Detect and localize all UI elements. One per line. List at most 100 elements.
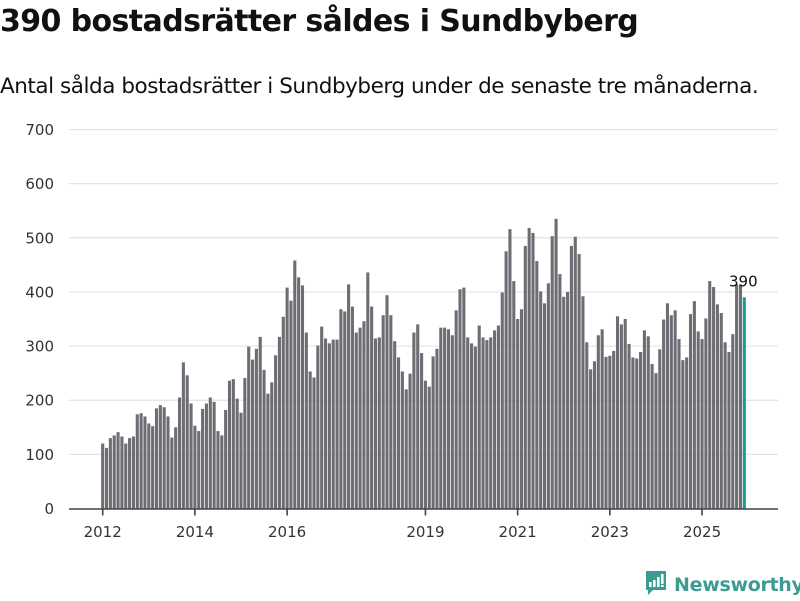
- bar: [339, 309, 343, 509]
- bar: [481, 337, 485, 509]
- bar: [154, 408, 159, 509]
- bar: [201, 408, 205, 509]
- bar: [685, 357, 689, 509]
- bar: [485, 340, 489, 509]
- bar: [535, 261, 539, 509]
- bar: [469, 343, 474, 509]
- x-tick-label: 2025: [683, 523, 721, 541]
- bar: [158, 405, 162, 509]
- bar: [116, 432, 120, 509]
- bar: [231, 379, 235, 509]
- bar: [493, 330, 497, 509]
- bar: [454, 310, 458, 509]
- bar: [589, 369, 593, 509]
- bar: [389, 315, 393, 509]
- bar: [443, 327, 447, 509]
- bar: [224, 409, 228, 509]
- y-tick-label: 400: [25, 283, 54, 301]
- bar: [573, 236, 577, 509]
- bar: [104, 447, 109, 509]
- bar: [738, 284, 743, 509]
- bar: [208, 397, 212, 509]
- bar: [673, 310, 677, 509]
- bar: [692, 301, 696, 509]
- bar: [404, 389, 408, 509]
- bar: [354, 332, 358, 509]
- x-tick-label: 2014: [176, 523, 214, 541]
- bar: [642, 330, 646, 509]
- y-tick-label: 700: [25, 121, 54, 139]
- y-tick-label: 100: [25, 446, 54, 464]
- bar: [431, 356, 435, 509]
- bar: [170, 437, 174, 509]
- bar: [197, 431, 201, 509]
- bar: [523, 245, 527, 509]
- bar: [677, 339, 681, 509]
- bar: [135, 414, 139, 509]
- bar: [174, 427, 178, 509]
- bar: [715, 304, 719, 509]
- bar: [727, 352, 731, 509]
- bar: [731, 334, 735, 509]
- bar: [281, 316, 285, 509]
- bar: [615, 316, 620, 509]
- bar: [612, 350, 616, 509]
- y-tick-label: 200: [25, 392, 54, 410]
- bar: [696, 331, 700, 509]
- bar: [308, 371, 312, 509]
- bar: [385, 295, 389, 509]
- bar: [128, 438, 132, 509]
- bar: [300, 285, 305, 509]
- bar: [550, 236, 554, 509]
- y-axis-ticks: 0 100 200 300 400 500 600 700: [25, 121, 54, 518]
- bar: [304, 332, 308, 509]
- bar: [297, 277, 301, 509]
- bar: [235, 398, 239, 509]
- bar: [735, 284, 739, 509]
- bar: [220, 435, 224, 509]
- bar: [665, 303, 670, 509]
- bar: [400, 371, 404, 509]
- bar: [466, 337, 470, 509]
- bar: [177, 397, 182, 509]
- bar: [681, 360, 685, 509]
- bar: [320, 326, 324, 509]
- bar: [635, 358, 639, 509]
- bar: [496, 325, 500, 509]
- bar: [366, 272, 370, 509]
- bar: [562, 296, 566, 509]
- bar: [120, 436, 124, 509]
- bar: [600, 329, 604, 509]
- bar: [243, 378, 247, 509]
- bar: [316, 345, 320, 509]
- bar: [270, 382, 274, 509]
- bar: [477, 325, 481, 509]
- chart-subtitle: Antal sålda bostadsrätter i Sundbyberg u…: [0, 74, 759, 99]
- bar: [358, 327, 362, 509]
- bar: [189, 403, 193, 509]
- bar: [396, 357, 401, 509]
- bar: [688, 314, 693, 509]
- bar: [258, 336, 262, 509]
- bars: [101, 218, 746, 509]
- bar: [712, 287, 716, 509]
- bar: [408, 373, 412, 509]
- bar: [347, 284, 351, 509]
- bar: [592, 361, 597, 509]
- bar: [327, 343, 331, 509]
- bar: [623, 319, 627, 509]
- bar: [377, 337, 381, 509]
- bar: [227, 380, 232, 509]
- bar: [489, 337, 493, 509]
- bar: [331, 339, 335, 509]
- bar: [504, 251, 508, 509]
- bar: [546, 283, 550, 509]
- newsworthy-logo[interactable]: Newsworthy: [644, 569, 800, 601]
- bar: [250, 359, 255, 509]
- x-tick-label: 2016: [268, 523, 306, 541]
- bar: [608, 355, 612, 509]
- bar: [147, 423, 151, 509]
- bar: [516, 319, 520, 509]
- bar: [285, 287, 289, 509]
- bar: [450, 335, 454, 509]
